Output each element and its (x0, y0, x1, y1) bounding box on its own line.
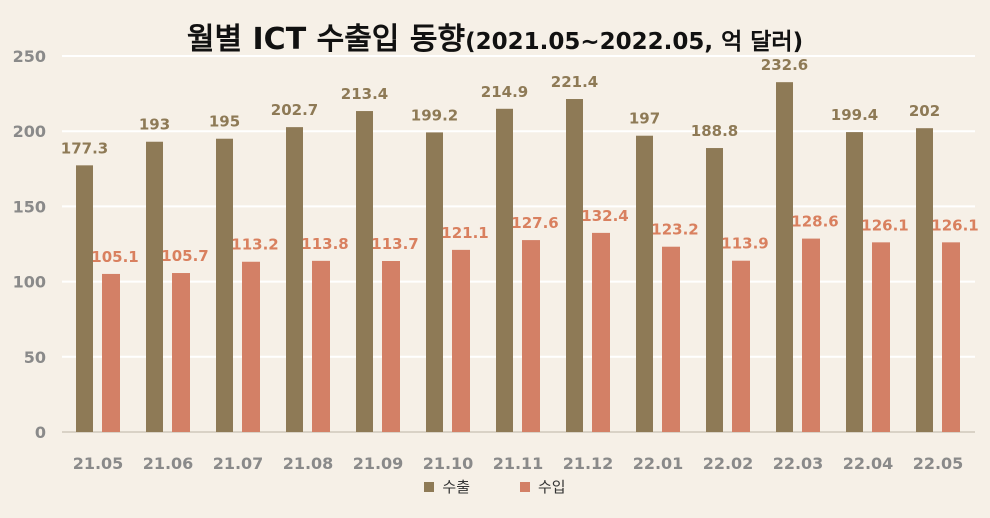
x-tick-label: 22.04 (843, 454, 894, 473)
data-label-import: 121.1 (441, 224, 488, 242)
y-tick-label: 250 (13, 47, 46, 66)
bar-export (706, 148, 723, 432)
data-label-export: 193 (139, 116, 170, 134)
legend-swatch-export (424, 481, 435, 492)
data-label-export: 188.8 (691, 122, 738, 140)
data-label-import: 105.7 (161, 247, 208, 265)
legend-item-export: 수출 (424, 476, 470, 497)
title-subtitle: (2021.05~2022.05, 억 달러) (465, 29, 804, 55)
bar-import (382, 260, 400, 432)
bar-export (76, 165, 93, 432)
bar-import (592, 232, 610, 432)
x-tick-label: 21.07 (213, 454, 264, 473)
bar-import (172, 273, 190, 432)
legend: 수출 수입 (0, 476, 990, 497)
x-tick-label: 21.05 (73, 454, 124, 473)
data-label-import: 113.7 (371, 235, 418, 253)
y-tick-label: 50 (24, 348, 46, 367)
y-tick-label: 200 (13, 122, 46, 141)
data-label-export: 214.9 (481, 83, 528, 101)
bar-export (846, 132, 863, 432)
x-tick-label: 21.09 (353, 454, 404, 473)
data-label-export: 195 (209, 113, 240, 131)
data-label-import: 113.2 (231, 236, 278, 254)
legend-label-export: 수출 (442, 478, 470, 496)
data-label-import: 126.1 (931, 216, 978, 234)
data-label-import: 127.6 (511, 214, 558, 232)
data-label-export: 199.4 (831, 106, 878, 124)
data-label-import: 128.6 (791, 213, 838, 231)
bar-export (146, 141, 163, 432)
chart-title: 월별 ICT 수출입 동향(2021.05~2022.05, 억 달러) (0, 14, 990, 58)
bar-import (942, 242, 960, 432)
data-label-export: 199.2 (411, 106, 458, 124)
x-tick-label: 21.12 (563, 454, 614, 473)
bar-export (286, 127, 303, 433)
bar-import (662, 246, 680, 432)
x-tick-label: 22.05 (913, 454, 964, 473)
bar-import (802, 238, 820, 432)
bar-import (102, 273, 120, 432)
data-label-export: 202.7 (271, 101, 318, 119)
title-main: 월별 ICT 수출입 동향 (186, 22, 466, 57)
x-tick-label: 22.03 (773, 454, 824, 473)
bar-export (216, 138, 233, 432)
bar-export (356, 111, 373, 433)
data-label-import: 105.1 (91, 248, 138, 266)
bar-import (522, 240, 540, 432)
bar-export (776, 82, 793, 432)
bar-export (566, 99, 583, 432)
x-tick-label: 21.06 (143, 454, 194, 473)
data-label-export: 221.4 (551, 73, 598, 91)
legend-label-import: 수입 (538, 478, 566, 496)
bar-import (452, 249, 470, 432)
data-label-import: 132.4 (581, 207, 628, 225)
bar-export (496, 108, 513, 432)
data-label-import: 123.2 (651, 221, 698, 239)
data-label-export: 232.6 (761, 56, 808, 74)
y-tick-label: 100 (13, 273, 46, 292)
data-label-import: 113.9 (721, 235, 768, 253)
y-tick-label: 0 (35, 423, 46, 442)
bar-import (732, 260, 750, 432)
bar-export (916, 128, 933, 432)
x-tick-label: 21.08 (283, 454, 334, 473)
bar-export (636, 135, 653, 432)
x-tick-label: 22.02 (703, 454, 754, 473)
data-label-export: 213.4 (341, 85, 388, 103)
bar-import (872, 242, 890, 432)
bar-export (426, 132, 443, 432)
x-tick-label: 21.10 (423, 454, 474, 473)
legend-swatch-import (520, 481, 530, 492)
data-label-export: 197 (629, 110, 660, 128)
bar-import (242, 261, 260, 432)
y-tick-label: 150 (13, 197, 46, 216)
x-tick-label: 21.11 (493, 454, 544, 473)
data-label-export: 177.3 (61, 139, 108, 157)
data-label-import: 113.8 (301, 235, 348, 253)
data-label-import: 126.1 (861, 216, 908, 234)
bar-import (312, 260, 330, 432)
legend-item-import: 수입 (520, 476, 566, 497)
data-label-export: 202 (909, 102, 940, 120)
x-tick-label: 22.01 (633, 454, 684, 473)
